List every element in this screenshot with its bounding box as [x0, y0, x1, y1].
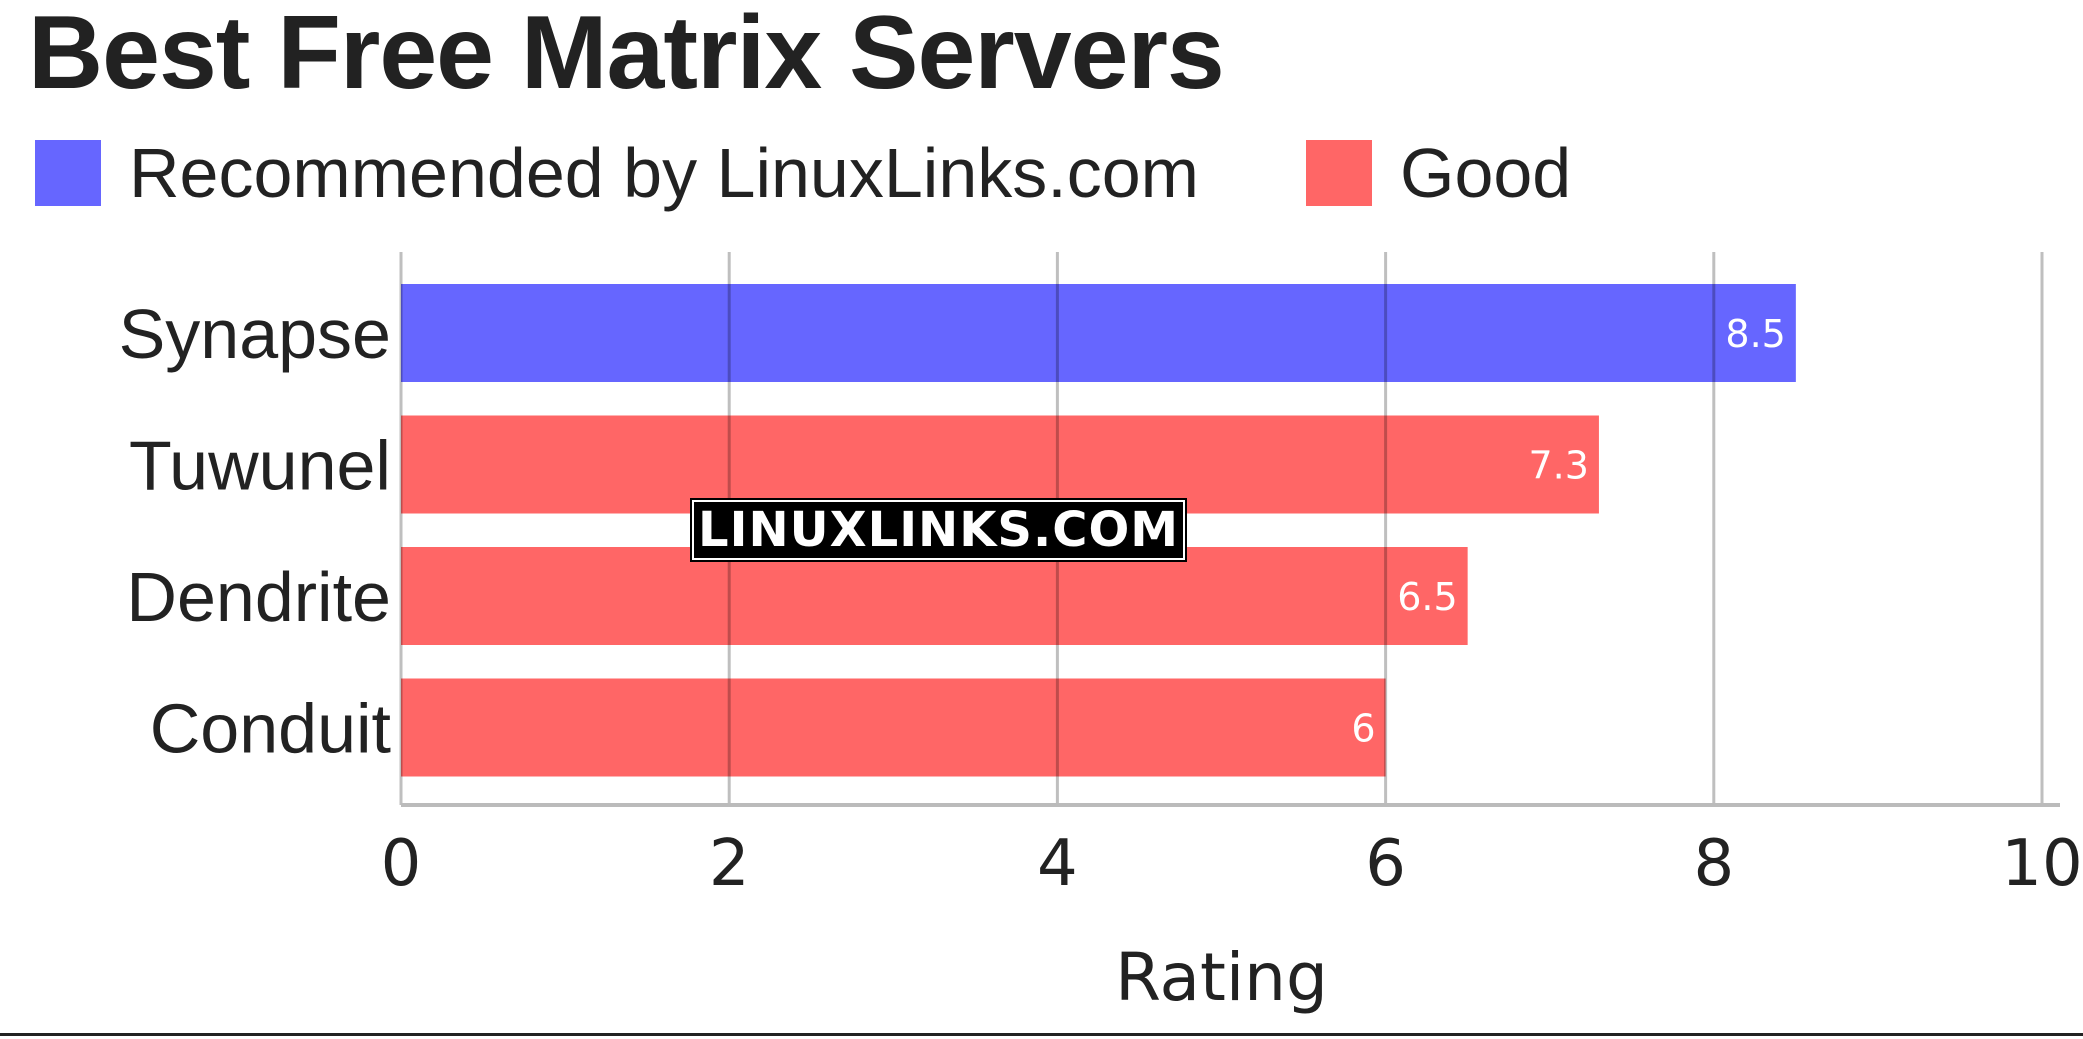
bottom-divider — [0, 1033, 2083, 1036]
bar-tuwunel — [401, 415, 1599, 514]
data-label: 8.5 — [1725, 312, 1785, 356]
legend-swatch — [35, 140, 101, 206]
chart-title: Best Free Matrix Servers — [28, 0, 1225, 111]
category-label: Tuwunel — [129, 427, 391, 505]
x-tick-label: 6 — [1365, 827, 1406, 901]
x-axis-title: Rating — [1115, 939, 1328, 1016]
category-label: Dendrite — [126, 558, 391, 636]
data-label: 6 — [1351, 707, 1375, 751]
bar-dendrite — [401, 547, 1468, 645]
data-label: 6.5 — [1397, 575, 1457, 619]
category-label: Synapse — [119, 295, 391, 373]
category-label: Conduit — [150, 690, 391, 768]
x-tick-label: 4 — [1037, 827, 1078, 901]
legend-label: Recommended by LinuxLinks.com — [129, 134, 1199, 212]
x-tick-label: 8 — [1693, 827, 1734, 901]
legend-swatch — [1306, 140, 1372, 206]
data-label: 7.3 — [1528, 444, 1588, 488]
legend-label: Good — [1400, 134, 1572, 212]
legend-item-good: Good — [1306, 134, 1571, 212]
x-tick-label: 2 — [709, 827, 750, 901]
legend-item-recommended: Recommended by LinuxLinks.com — [35, 134, 1199, 212]
bar-synapse — [401, 284, 1796, 382]
bar-conduit — [401, 678, 1386, 777]
watermark: LINUXLINKS.COM — [689, 498, 1188, 562]
x-tick-label: 0 — [381, 827, 422, 901]
x-tick-label: 10 — [2001, 827, 2082, 901]
